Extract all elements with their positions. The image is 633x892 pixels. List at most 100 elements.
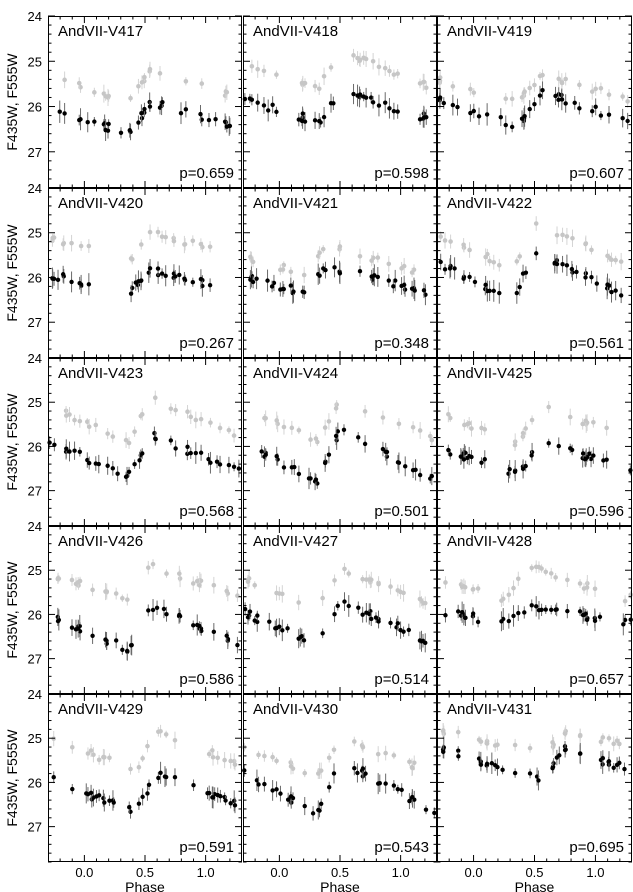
data-point: [512, 442, 518, 448]
data-point: [267, 619, 272, 624]
data-point: [127, 804, 132, 810]
data-point: [334, 402, 339, 407]
data-point: [380, 446, 386, 452]
data-point: [417, 81, 423, 86]
data-point: [409, 764, 415, 770]
data-point: [438, 234, 443, 239]
data-point: [360, 744, 366, 750]
f435w-series: [446, 400, 609, 451]
data-point: [437, 75, 443, 80]
data-point: [482, 457, 487, 462]
y-tick-label: 26: [28, 439, 42, 454]
data-point: [549, 607, 554, 612]
data-point: [342, 599, 347, 604]
data-point: [469, 454, 474, 460]
data-point: [401, 590, 406, 596]
data-point: [158, 728, 163, 734]
data-point: [217, 425, 223, 431]
y-tick-label: 24: [28, 687, 42, 702]
data-point: [55, 575, 61, 581]
data-point: [242, 606, 248, 612]
data-point: [447, 266, 453, 271]
data-point: [163, 234, 168, 240]
data-point: [363, 771, 368, 776]
f435w-series: [443, 560, 633, 608]
panel-andvii-v426: AndVII-V426 p=0.586 24 25 26 27 F435W, F555W: [4, 519, 242, 695]
data-point: [140, 451, 145, 456]
panel-andvii-v425: AndVII-V425 p=0.596: [437, 357, 633, 527]
data-point: [84, 791, 89, 796]
x-axis-title: Phase: [515, 879, 555, 892]
data-point: [600, 755, 606, 761]
data-point: [337, 244, 343, 249]
data-point: [118, 130, 124, 135]
data-point: [198, 416, 204, 422]
data-point: [153, 436, 158, 442]
data-point: [572, 100, 577, 106]
data-point: [301, 638, 307, 643]
data-point: [321, 73, 327, 79]
x-tick-label: 1.0: [586, 865, 604, 880]
data-point: [128, 291, 134, 296]
data-point: [475, 586, 481, 591]
data-point: [356, 605, 361, 610]
data-point: [376, 619, 381, 624]
data-point: [235, 642, 240, 648]
data-point: [552, 260, 557, 265]
data-point: [288, 269, 294, 275]
data-point: [139, 111, 144, 116]
data-point: [55, 277, 61, 283]
data-point: [302, 119, 308, 124]
panel-title: AndVII-V423: [58, 365, 143, 382]
data-point: [163, 774, 169, 780]
data-point: [523, 426, 528, 431]
data-point: [476, 114, 482, 119]
data-point: [553, 575, 558, 580]
data-point: [565, 608, 570, 614]
data-point: [206, 117, 212, 123]
data-point: [606, 735, 612, 741]
data-point: [296, 600, 301, 605]
panel-frame: [437, 694, 632, 862]
data-point: [455, 729, 461, 735]
panel-frame: [48, 358, 242, 526]
data-point: [171, 238, 177, 244]
data-point: [482, 427, 488, 432]
data-point: [326, 784, 332, 790]
data-point: [478, 762, 484, 767]
period-label: p=0.568: [179, 503, 234, 520]
data-point: [231, 433, 237, 438]
data-point: [355, 93, 360, 98]
y-tick-label: 26: [28, 775, 42, 790]
data-point: [91, 752, 96, 758]
panel-title: AndVII-V427: [253, 533, 338, 550]
data-point: [613, 257, 618, 263]
data-point: [274, 109, 279, 115]
data-point: [556, 76, 562, 82]
data-point: [128, 256, 134, 261]
data-point: [62, 77, 67, 83]
data-point: [250, 259, 256, 265]
panel-frame: [243, 694, 437, 862]
data-point: [597, 614, 603, 620]
x-tick-label: 1.0: [197, 865, 215, 880]
data-point: [577, 732, 583, 738]
data-point: [232, 803, 238, 808]
data-point: [533, 221, 539, 226]
data-point: [407, 798, 412, 804]
data-point: [484, 112, 490, 117]
data-point: [581, 612, 587, 617]
data-point: [254, 778, 260, 783]
data-point: [210, 795, 215, 800]
data-point: [198, 111, 203, 117]
data-point: [529, 417, 535, 423]
data-point: [274, 787, 279, 792]
data-point: [335, 429, 341, 434]
data-point: [583, 241, 588, 247]
data-point: [589, 274, 594, 280]
data-point: [567, 414, 573, 420]
data-point: [492, 743, 498, 748]
data-point: [395, 588, 401, 593]
data-point: [210, 748, 215, 753]
f555w-series: [50, 258, 213, 303]
